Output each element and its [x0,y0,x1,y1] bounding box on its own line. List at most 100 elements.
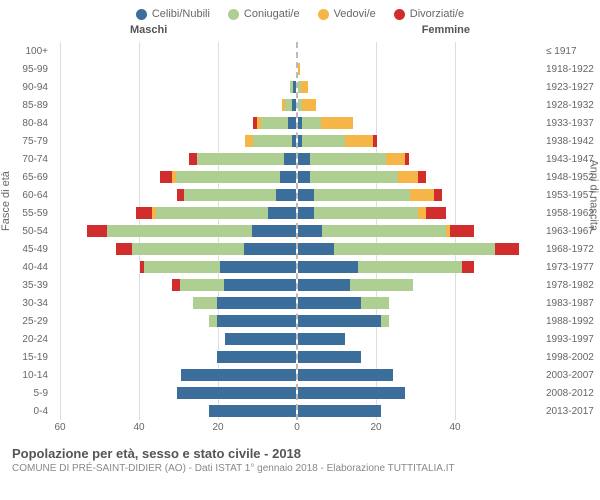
birth-year-label: 1988-1992 [540,316,600,327]
legend-swatch [394,9,405,20]
bar-zone [54,348,540,366]
bar-segment [310,171,398,183]
male-bar-half [54,348,297,366]
bar-stack [297,116,354,130]
bar-zone [54,186,540,204]
footer-title: Popolazione per età, sesso e stato civil… [12,446,588,461]
bar-segment [298,297,361,309]
bar-zone [54,240,540,258]
age-row: 5-92008-2012 [0,384,600,402]
age-row: 35-391978-1982 [0,276,600,294]
birth-year-label: 1998-2002 [540,352,600,363]
bar-segment [217,297,296,309]
age-row: 50-54 1963-1967 [0,222,600,240]
birth-year-label: 1948-1952 [540,172,600,183]
bar-stack [297,368,394,382]
age-row: 65-69 1948-1952 [0,168,600,186]
footer: Popolazione per età, sesso e stato civil… [0,438,600,474]
age-row: 10-142003-2007 [0,366,600,384]
legend-label: Vedovi/e [334,8,376,20]
bar-segment [298,261,358,273]
bar-segment [298,225,322,237]
bar-stack [297,206,447,220]
bar-zone [54,312,540,330]
bar-segment [322,225,446,237]
x-tick-label: 20 [212,422,223,433]
bar-stack [297,170,427,184]
birth-year-label: 2003-2007 [540,370,600,381]
plot-area: Fasce di età Anni di nascita 100+≤ 19179… [0,42,600,420]
bar-stack [176,188,298,202]
bar-segment [373,135,377,147]
female-bar-half [297,384,540,402]
birth-year-label: 1928-1932 [540,100,600,111]
female-bar-half [297,114,540,132]
bar-segment [160,171,172,183]
bar-segment [176,171,280,183]
age-row: 85-891928-1932 [0,96,600,114]
male-bar-half [54,222,297,240]
bar-stack [281,98,297,112]
female-bar-half [297,132,540,150]
birth-year-label: 1963-1967 [540,226,600,237]
bar-segment [350,279,414,291]
bar-segment [252,225,296,237]
male-bar-half [54,294,297,312]
female-bar-half [297,60,540,78]
bar-segment [426,207,446,219]
bar-zone [54,366,540,384]
bar-segment [334,243,495,255]
birth-year-label: 1943-1947 [540,154,600,165]
bar-zone [54,168,540,186]
age-row: 60-641953-1957 [0,186,600,204]
bar-segment [116,243,132,255]
bar-stack [244,134,297,148]
bar-stack [171,278,297,292]
x-axis: 60402002040 [0,422,600,438]
bar-zone [54,222,540,240]
bar-segment [132,243,244,255]
female-bar-half [297,348,540,366]
male-bar-half [54,60,297,78]
age-label: 95-99 [0,64,54,75]
male-bar-half [54,150,297,168]
male-bar-half [54,258,297,276]
age-label: 50-54 [0,226,54,237]
legend-item: Coniugati/e [228,8,300,20]
bar-stack [297,332,346,346]
bar-segment [209,315,217,327]
bar-segment [381,315,389,327]
bar-zone [54,78,540,96]
bar-segment [386,153,406,165]
x-tick-label: 40 [449,422,460,433]
bar-stack [216,350,297,364]
bar-stack [297,278,414,292]
bar-segment [224,279,296,291]
bar-segment [298,369,393,381]
legend-label: Celibi/Nubili [152,8,210,20]
bar-segment [302,99,317,111]
birth-year-label: 1993-1997 [540,334,600,345]
bar-stack [115,242,297,256]
bar-segment [284,153,296,165]
bar-stack [297,350,362,364]
male-header: Maschi [130,24,167,36]
bar-segment [418,207,426,219]
bar-segment [87,225,107,237]
male-bar-half [54,42,297,60]
male-bar-half [54,78,297,96]
bar-segment [302,135,345,147]
birth-year-label: 1933-1937 [540,118,600,129]
birth-year-label: 1973-1977 [540,262,600,273]
bar-segment [302,117,322,129]
bar-segment [410,189,434,201]
bar-stack [208,404,297,418]
bar-zone [54,258,540,276]
age-label: 65-69 [0,172,54,183]
male-bar-half [54,402,297,420]
female-bar-half [297,186,540,204]
bar-stack [224,332,297,346]
age-label: 100+ [0,46,54,57]
male-bar-half [54,204,297,222]
bar-stack [188,152,297,166]
